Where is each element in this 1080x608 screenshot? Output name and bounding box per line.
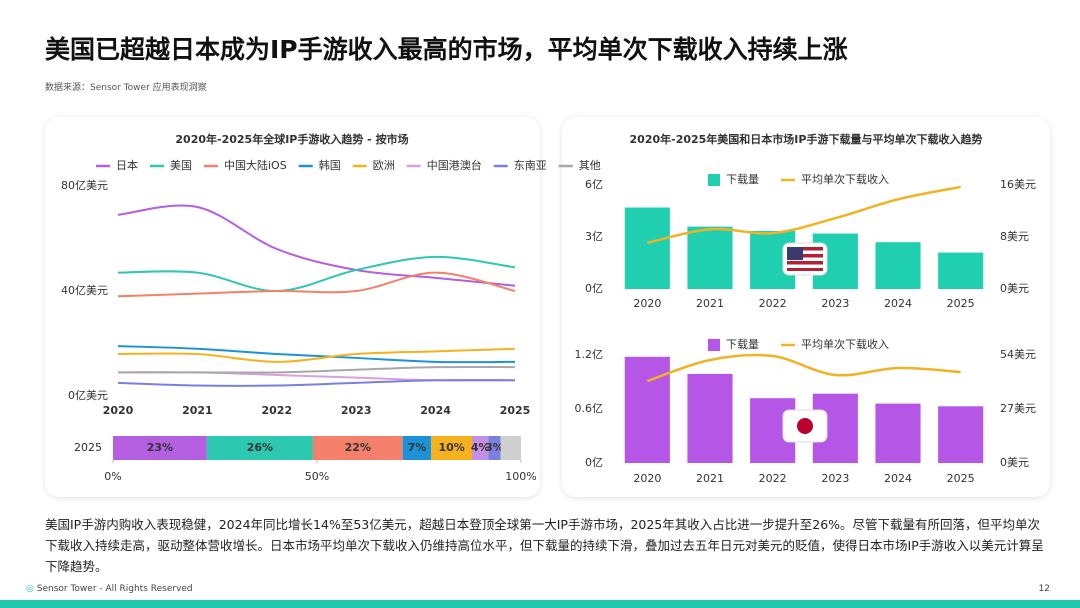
- bar: [938, 406, 984, 463]
- bar: [875, 242, 921, 289]
- legend-label: 中国港澳台: [427, 158, 482, 172]
- x-tick-label: 2021: [696, 472, 724, 485]
- legend-swatch: [708, 339, 720, 351]
- legend-label: 其他: [579, 159, 601, 172]
- x-tick-label: 2023: [341, 404, 372, 417]
- footer-brand-text: Sensor Tower - All Rights Reserved: [36, 584, 193, 594]
- x-tick-label: 2024: [884, 297, 912, 310]
- y-tick-label: 40亿美元: [61, 284, 108, 297]
- x-tick-label: 2022: [261, 404, 292, 417]
- bar: [687, 226, 733, 289]
- y2-tick-label: 16美元: [1000, 178, 1036, 191]
- y-tick-label: 0亿: [585, 456, 603, 469]
- legend-label: 平均单次下载收入: [801, 172, 889, 186]
- source-note: 数据来源：Sensor Tower 应用表现洞察: [45, 83, 207, 93]
- line: [117, 271, 516, 298]
- legend-label: 东南亚: [514, 159, 547, 172]
- value-label: 3%: [485, 441, 504, 454]
- x-tick-label: 2024: [884, 472, 912, 485]
- bar-segment: [431, 436, 473, 460]
- legend-label: 韩国: [319, 158, 341, 172]
- y-tick-label: 3亿: [585, 230, 603, 243]
- footer-brand: ◎ Sensor Tower - All Rights Reserved: [26, 584, 193, 594]
- bar-segment: [402, 436, 432, 460]
- line: [647, 185, 961, 245]
- y2-tick-label: 54美元: [1000, 348, 1036, 361]
- y2-tick-label: 8美元: [1000, 230, 1029, 243]
- x-tick-label: 2023: [821, 472, 849, 485]
- x-tick-label: 2020: [103, 404, 134, 417]
- x-tick-label: 2020: [633, 297, 661, 310]
- y-tick-label: 0亿: [585, 282, 603, 295]
- x-tick-label: 2020: [633, 472, 661, 485]
- line: [117, 379, 516, 387]
- japan-flag: [782, 409, 828, 443]
- y2-tick-label: 0美元: [1000, 282, 1029, 295]
- bar: [624, 356, 670, 463]
- value-label: 26%: [247, 441, 273, 454]
- line: [117, 345, 516, 364]
- value-label: 23%: [147, 441, 173, 454]
- x-tick-label: 2025: [947, 297, 975, 310]
- y-tick-label: 0.6亿: [575, 402, 604, 415]
- bar-segment: [113, 436, 207, 460]
- line: [117, 204, 516, 287]
- panel: [45, 117, 540, 497]
- legend-label: 日本: [116, 158, 138, 172]
- x-tick-label: 0%: [104, 470, 121, 483]
- y-tick-label: 80亿美元: [61, 179, 108, 192]
- x-tick-label: 100%: [505, 470, 536, 483]
- value-label: 10%: [438, 441, 464, 454]
- slide-title: 美国已超越日本成为IP手游收入最高的市场，平均单次下载收入持续上涨: [45, 35, 848, 64]
- bar-segment: [500, 436, 521, 460]
- body-paragraph: 美国IP手游内购收入表现稳健，2024年同比增长14%至53亿美元，超越日本登顶…: [45, 517, 1044, 574]
- x-tick-label: 2025: [500, 404, 531, 417]
- value-label: 4%: [471, 441, 490, 454]
- us-flag: [782, 242, 828, 276]
- page-number: 12: [1038, 584, 1050, 594]
- bar: [624, 207, 670, 289]
- bar-segment: [472, 436, 489, 460]
- bar: [687, 373, 733, 463]
- legend-label: 下载量: [726, 173, 759, 186]
- x-tick-label: 50%: [305, 470, 329, 483]
- y2-tick-label: 27美元: [1000, 402, 1036, 415]
- x-tick-label: 2022: [759, 472, 787, 485]
- legend-label: 中国大陆iOS: [224, 158, 287, 172]
- bar-segment: [312, 436, 403, 460]
- legend-label: 欧洲: [373, 159, 395, 172]
- panel: [562, 117, 1050, 497]
- chart-title: 2020年-2025年美国和日本市场IP手游下载量与平均单次下载收入趋势: [630, 132, 983, 146]
- value-label: 22%: [345, 441, 371, 454]
- x-tick-label: 2021: [696, 297, 724, 310]
- line: [117, 365, 516, 374]
- y-tick-label: 0亿美元: [68, 389, 108, 402]
- x-tick-label: 2024: [420, 404, 451, 417]
- legend-label: 美国: [170, 159, 192, 172]
- x-tick-label: 2021: [182, 404, 213, 417]
- category-label: 2025: [74, 441, 102, 454]
- bar: [938, 252, 984, 289]
- bar-segment: [206, 436, 313, 460]
- legend-swatch: [708, 174, 720, 186]
- line: [117, 347, 516, 363]
- bar-segment: [488, 436, 501, 460]
- line: [646, 353, 961, 383]
- x-tick-label: 2025: [947, 472, 975, 485]
- line: [117, 255, 516, 293]
- y2-tick-label: 0美元: [1000, 456, 1029, 469]
- y-tick-label: 1.2亿: [575, 348, 604, 361]
- bar: [875, 403, 921, 463]
- x-tick-label: 2022: [759, 297, 787, 310]
- legend-label: 下载量: [726, 338, 759, 351]
- value-label: 7%: [408, 441, 427, 454]
- bottom-bar: [0, 600, 1080, 608]
- legend-label: 平均单次下载收入: [801, 337, 889, 351]
- chart-title: 2020年-2025年全球IP手游收入趋势 - 按市场: [175, 132, 408, 146]
- y-tick-label: 6亿: [585, 178, 603, 191]
- x-tick-label: 2023: [821, 297, 849, 310]
